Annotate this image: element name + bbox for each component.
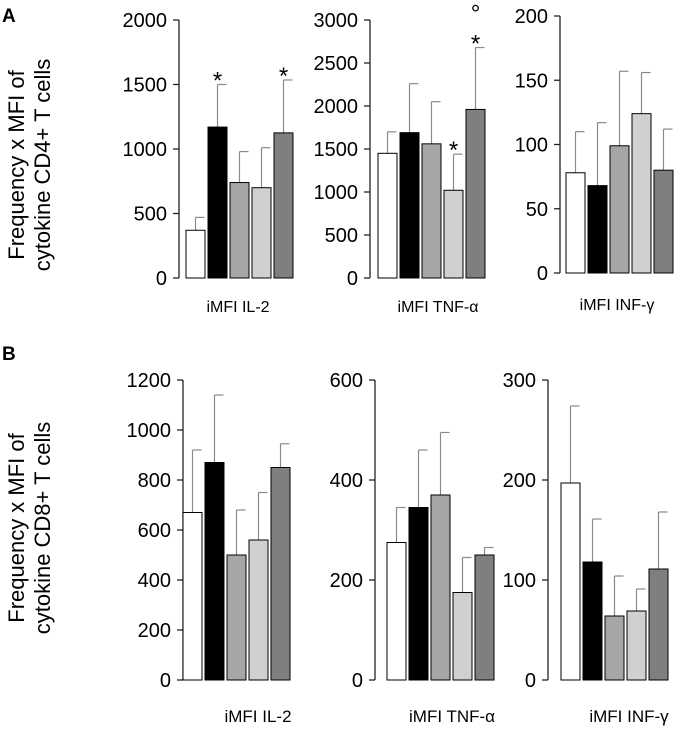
a-tnf-significance-mark: °	[471, 1, 481, 28]
a-il2-tick-label: 2000	[123, 10, 168, 32]
a-tnf-tick-label: 500	[325, 225, 358, 247]
b-inf-bar-2	[582, 561, 603, 681]
a-tnf-tick-label: 0	[347, 268, 358, 290]
b-il2-tick-label: 600	[138, 520, 171, 542]
b-tnf-bar-3	[430, 494, 451, 681]
b-inf-bar-3	[604, 615, 625, 681]
b-il2-tick-label: 200	[138, 620, 171, 642]
a-inf-tick-label: 0	[537, 263, 548, 285]
a-il2-bar-1	[185, 229, 206, 279]
a-il2-xlabel: iMFI IL-2	[206, 299, 269, 316]
a-tnf-bar-2	[399, 132, 420, 279]
a-tnf-tick-label: 2000	[314, 96, 359, 118]
b-il2-tick-label: 1200	[127, 370, 172, 392]
a-tnf-bar-1	[377, 152, 398, 279]
b-il2-tick-label: 400	[138, 570, 171, 592]
a-tnf-tick-label: 1000	[314, 182, 359, 204]
b-inf-xlabel: iMFI INF-γ	[589, 707, 669, 726]
panel-b-letter: B	[2, 344, 16, 365]
b-il2-bar-5	[270, 467, 291, 681]
a-tnf-bar-4	[443, 189, 464, 279]
b-tnf-tick-label: 400	[330, 470, 363, 492]
b-tnf-tick-label: 600	[330, 370, 363, 392]
a-inf-tick-label: 50	[526, 199, 548, 221]
a-il2-bar-2	[207, 126, 228, 279]
a-inf-bar-4	[631, 113, 652, 274]
a-inf-bar-2	[587, 185, 608, 274]
a-tnf-significance-mark: *	[471, 31, 480, 58]
a-tnf-tick-label: 1500	[314, 139, 359, 161]
a-inf-xlabel: iMFI INF-γ	[580, 297, 655, 314]
a-il2-tick-label: 500	[134, 204, 167, 226]
panel-b-ylabel-line1: Frequency x MFI of	[4, 432, 29, 622]
a-il2-bar-4	[251, 187, 272, 279]
a-tnf-bar-3	[421, 143, 442, 279]
a-tnf-bar-5	[465, 108, 486, 279]
b-il2-bar-3	[226, 554, 247, 681]
b-inf-tick-label: 100	[503, 570, 536, 592]
b-inf-tick-label: 0	[525, 670, 536, 692]
b-inf-tick-label: 300	[503, 370, 536, 392]
b-tnf-tick-label: 200	[330, 570, 363, 592]
a-il2-tick-label: 1000	[123, 139, 168, 161]
b-il2-xlabel: iMFI IL-2	[224, 707, 291, 726]
b-inf-bar-5	[648, 568, 669, 681]
a-il2-tick-label: 1500	[123, 75, 168, 97]
b-tnf-bar-4	[452, 592, 473, 681]
b-tnf-xlabel: iMFI TNF-α	[409, 707, 495, 726]
b-tnf-bar-1	[386, 542, 407, 681]
a-tnf-xlabel: iMFI TNF-α	[398, 299, 479, 316]
b-tnf-bar-2	[408, 507, 429, 681]
b-il2-bar-4	[248, 539, 269, 681]
b-tnf-tick-label: 0	[352, 670, 363, 692]
a-il2-bar-5	[273, 132, 294, 279]
b-inf-tick-label: 200	[503, 470, 536, 492]
b-inf-bar-4	[626, 610, 647, 681]
a-inf-bar-3	[609, 145, 630, 274]
panel-a-letter: A	[2, 6, 16, 27]
b-il2-bar-2	[204, 462, 225, 681]
a-il2-tick-label: 0	[156, 268, 167, 290]
b-tnf-bar-5	[474, 554, 495, 681]
panel-a-ylabel-line1: Frequency x MFI of	[4, 69, 29, 259]
a-inf-tick-label: 150	[515, 70, 548, 92]
a-tnf-tick-label: 3000	[314, 10, 359, 32]
a-il2-bar-3	[229, 182, 250, 279]
a-inf-tick-label: 100	[515, 135, 548, 157]
a-inf-bar-1	[565, 172, 586, 274]
b-il2-tick-label: 0	[160, 670, 171, 692]
a-inf-bar-5	[653, 169, 674, 274]
panel-a-ylabel-line2: cytokine CD4+ T cells	[30, 59, 55, 272]
b-il2-tick-label: 800	[138, 470, 171, 492]
a-tnf-significance-mark: *	[449, 137, 458, 164]
b-inf-bar-1	[560, 482, 581, 681]
panel-b-ylabel-line2: cytokine CD8+ T cells	[30, 422, 55, 635]
a-inf-tick-label: 200	[515, 6, 548, 28]
a-tnf-tick-label: 2500	[314, 53, 359, 75]
b-il2-tick-label: 1000	[127, 420, 172, 442]
a-il2-significance-mark: *	[213, 68, 222, 95]
a-il2-significance-mark: *	[279, 63, 288, 90]
b-il2-bar-1	[182, 512, 203, 681]
